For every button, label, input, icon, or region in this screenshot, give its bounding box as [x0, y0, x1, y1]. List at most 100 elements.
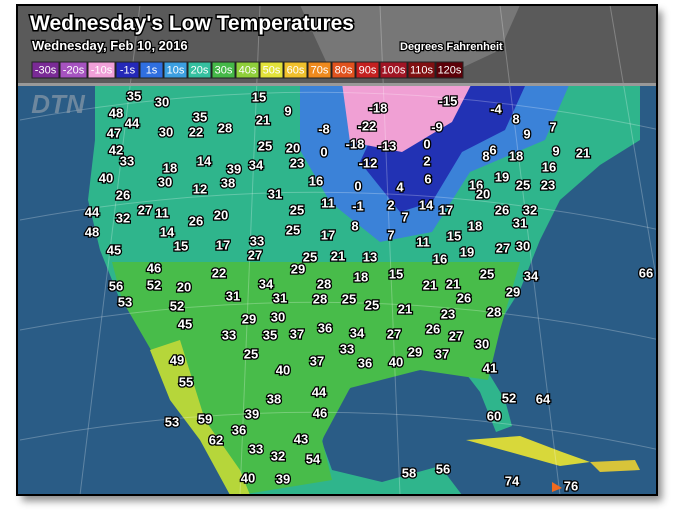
- temperature: 0: [320, 144, 327, 159]
- temperature: 16: [309, 173, 323, 188]
- temperature: 34: [350, 325, 365, 340]
- temperature: 45: [178, 316, 192, 331]
- arrow: [552, 482, 562, 492]
- temperature: 16: [433, 251, 447, 266]
- legend-swatch: [331, 61, 356, 79]
- temperature: 37: [310, 353, 324, 368]
- temperature: 62: [209, 432, 223, 447]
- temperature: 8: [482, 148, 489, 163]
- temperature: 25: [516, 177, 530, 192]
- legend-label: 70s: [311, 64, 329, 76]
- legend-swatch: [283, 61, 308, 79]
- temperature: 2: [387, 197, 394, 212]
- date: Wednesday, Feb 10, 2016: [32, 38, 188, 53]
- temperature: 15: [447, 228, 461, 243]
- temperature: 21: [423, 277, 437, 292]
- temperature: 9: [523, 126, 530, 141]
- temperature: -18: [346, 136, 365, 151]
- temperature: 20: [214, 207, 228, 222]
- temperature: 20: [476, 186, 490, 201]
- temperature: 17: [216, 237, 230, 252]
- temperature: -1: [352, 198, 364, 213]
- temperature: 38: [267, 391, 281, 406]
- temperature: 28: [218, 120, 232, 135]
- temperature: 28: [313, 291, 327, 306]
- temperature: 13: [363, 249, 377, 264]
- temperature: 9: [284, 103, 291, 118]
- temperature: 29: [506, 284, 520, 299]
- legend-swatch: [115, 61, 140, 79]
- temperature: 44: [125, 115, 140, 130]
- title: Wednesday's Low Temperatures: [30, 12, 354, 35]
- legend-swatch: [187, 61, 212, 79]
- temperature: 18: [354, 269, 368, 284]
- temperature: 8: [512, 111, 519, 126]
- temperature: 17: [439, 202, 453, 217]
- temperature: 18: [468, 218, 482, 233]
- temperature: 16: [542, 159, 556, 174]
- cuba: [466, 436, 590, 466]
- temperature: 54: [306, 451, 321, 466]
- map-border: [16, 4, 658, 496]
- temperature: 31: [268, 186, 282, 201]
- temperature: 36: [358, 355, 372, 370]
- temperature: 58: [402, 465, 416, 480]
- temperature: 18: [509, 148, 523, 163]
- legend-swatch: [407, 61, 436, 79]
- hispaniola: [590, 460, 640, 472]
- temperature: 25: [290, 202, 304, 217]
- header-rule: [17, 83, 657, 86]
- temperature: 18: [163, 160, 177, 175]
- temperature: 30: [158, 174, 172, 189]
- legend-swatch: [235, 61, 260, 79]
- temperature: 25: [244, 346, 258, 361]
- temperature: 2: [423, 153, 430, 168]
- temperature: 46: [147, 260, 161, 275]
- temperature: 0: [354, 178, 361, 193]
- temperature: 34: [249, 157, 264, 172]
- temperature: 25: [303, 249, 317, 264]
- temperature: 74: [505, 473, 520, 488]
- temperature: 11: [155, 205, 169, 220]
- temperature: 20: [177, 279, 191, 294]
- temperature: 28: [317, 276, 331, 291]
- temperature: 4: [396, 179, 404, 194]
- temperature: 30: [271, 309, 285, 324]
- temperature: 12: [193, 181, 207, 196]
- temperature: 42: [109, 142, 123, 157]
- temperature: 29: [242, 311, 256, 326]
- temperature: 25: [286, 222, 300, 237]
- land-gray: [300, 5, 520, 78]
- temperature: 25: [365, 297, 379, 312]
- legend-label: 60s: [287, 64, 305, 76]
- temperature: 6: [424, 171, 431, 186]
- legend-swatch: [163, 61, 188, 79]
- temperature: 27: [387, 326, 401, 341]
- temperature: 60: [487, 408, 501, 423]
- legend-label: 1s: [146, 64, 158, 76]
- temperature: 23: [541, 177, 555, 192]
- temperature: 26: [495, 202, 509, 217]
- temperature: 49: [170, 352, 184, 367]
- temperature: 27: [138, 202, 152, 217]
- legend-label: 90s: [359, 64, 377, 76]
- temperature: 39: [245, 406, 259, 421]
- temperature: -18: [369, 100, 388, 115]
- legend-label: 50s: [263, 64, 281, 76]
- temperature: 52: [170, 298, 184, 313]
- legend-label: -1s: [120, 64, 136, 76]
- legend-swatch: [435, 61, 464, 79]
- temperature: -4: [490, 101, 502, 116]
- temperature: 14: [160, 224, 175, 239]
- temperature: 46: [313, 405, 327, 420]
- temperature: 48: [85, 224, 99, 239]
- legend-swatch: [31, 61, 60, 79]
- temperature: 39: [227, 161, 241, 176]
- legend-swatch: [87, 61, 116, 79]
- temperature: 33: [222, 327, 236, 342]
- map: [17, 5, 657, 495]
- temperature: 21: [331, 248, 345, 263]
- temperature: 26: [116, 187, 130, 202]
